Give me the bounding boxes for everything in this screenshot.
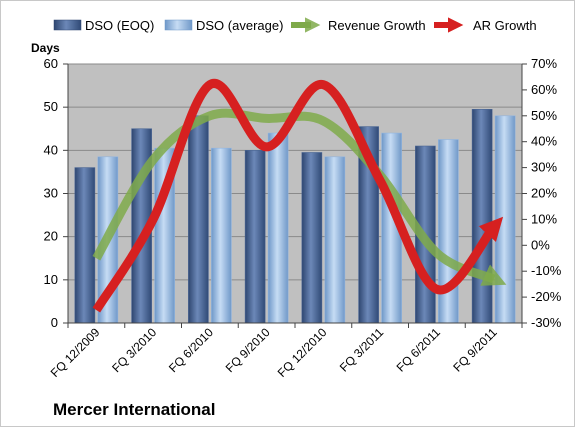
legend-item-ar-growth: AR Growth bbox=[434, 17, 537, 33]
right-tick-label: -10% bbox=[531, 263, 562, 278]
line-series bbox=[92, 78, 507, 313]
legend-swatch-dso-average bbox=[164, 19, 193, 31]
x-tick-label: FQ 3/2011 bbox=[337, 325, 387, 375]
left-tick-label: 60 bbox=[44, 56, 58, 71]
right-tick-label: 70% bbox=[531, 56, 557, 71]
right-tick-label: 10% bbox=[531, 211, 557, 226]
x-tick-label: FQ 3/2010 bbox=[109, 325, 159, 375]
right-tick-label: -30% bbox=[531, 315, 562, 330]
left-axis: 0 10 20 30 40 50 60 bbox=[44, 56, 69, 330]
bar-dso-average bbox=[494, 115, 516, 324]
legend-item-revenue-growth: Revenue Growth bbox=[291, 17, 426, 33]
bar-series bbox=[74, 109, 516, 324]
left-tick-label: 20 bbox=[44, 229, 58, 244]
x-tick-label: FQ 6/2011 bbox=[394, 325, 444, 375]
legend-swatch-dso-eoq bbox=[53, 19, 82, 31]
right-tick-label: 60% bbox=[531, 82, 557, 97]
right-tick-label: 30% bbox=[531, 160, 557, 175]
legend-label-dso-average: DSO (average) bbox=[196, 18, 283, 33]
left-tick-label: 40 bbox=[44, 142, 58, 157]
right-tick-label: 40% bbox=[531, 134, 557, 149]
bar-dso-eoq bbox=[244, 150, 266, 324]
legend-label-dso-eoq: DSO (EOQ) bbox=[85, 18, 154, 33]
left-tick-label: 50 bbox=[44, 99, 58, 114]
left-tick-label: 10 bbox=[44, 272, 58, 287]
bar-dso-average bbox=[324, 156, 346, 324]
right-tick-label: -20% bbox=[531, 289, 562, 304]
bar-dso-average bbox=[438, 139, 459, 324]
right-tick-label: 0% bbox=[531, 237, 550, 252]
line-ar-growth bbox=[92, 78, 504, 313]
bar-dso-average bbox=[211, 147, 232, 324]
right-tick-label: 50% bbox=[531, 108, 557, 123]
right-axis: -30% -20% -10% 0% 10% 20% 30% 40% 50% 60% 70% bbox=[521, 56, 562, 330]
x-axis: FQ 12/2009 FQ 3/2010 FQ 6/2010 FQ 9/2010 FQ … bbox=[48, 322, 523, 380]
legend-label-revenue-growth: Revenue Growth bbox=[328, 18, 426, 33]
left-tick-label: 0 bbox=[51, 315, 58, 330]
chart-title: Mercer International bbox=[53, 400, 216, 419]
bar-dso-eoq bbox=[74, 167, 96, 324]
left-tick-label: 30 bbox=[44, 186, 58, 201]
legend-label-ar-growth: AR Growth bbox=[473, 18, 537, 33]
x-tick-label: FQ 9/2010 bbox=[223, 325, 273, 375]
y-axis-title: Days bbox=[31, 41, 60, 55]
legend: DSO (EOQ) DSO (average) Revenue Growth A… bbox=[53, 17, 537, 33]
x-tick-label: FQ 9/2011 bbox=[450, 325, 500, 375]
x-tick-label: FQ 12/2010 bbox=[275, 325, 330, 380]
legend-item-dso-average: DSO (average) bbox=[164, 18, 283, 33]
bar-dso-eoq bbox=[471, 109, 493, 324]
x-tick-label: FQ 6/2010 bbox=[166, 325, 216, 375]
right-tick-label: 20% bbox=[531, 186, 557, 201]
x-tick-label: FQ 12/2009 bbox=[48, 325, 103, 380]
bar-dso-eoq bbox=[301, 152, 323, 324]
legend-item-dso-eoq: DSO (EOQ) bbox=[53, 18, 154, 33]
bar-dso-average bbox=[267, 132, 289, 324]
bar-dso-eoq bbox=[188, 115, 209, 324]
